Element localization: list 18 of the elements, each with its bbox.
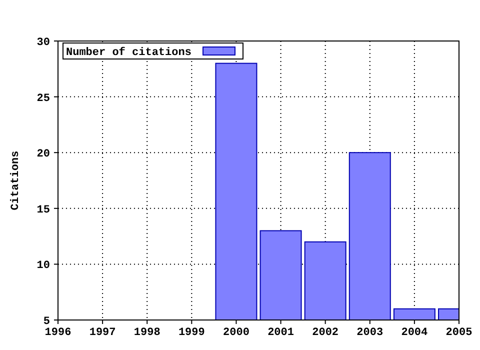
x-tick-label: 1999 xyxy=(178,327,205,339)
x-tick-label: 2004 xyxy=(401,327,428,339)
x-tick-label: 1997 xyxy=(89,327,116,339)
x-tick-label: 2003 xyxy=(356,327,384,339)
x-tick-label: 2002 xyxy=(312,327,339,339)
x-tick-label: 1996 xyxy=(44,327,72,339)
x-tick-label: 2000 xyxy=(223,327,250,339)
legend-label: Number of citations xyxy=(66,46,192,59)
x-tick-label: 2001 xyxy=(268,327,294,339)
y-tick-label: 10 xyxy=(36,260,50,272)
y-axis-title: Citations xyxy=(10,150,22,210)
y-tick-label: 15 xyxy=(36,204,50,216)
y-tick-label: 20 xyxy=(36,148,50,161)
x-tick-label: 2005 xyxy=(446,327,473,339)
y-tick-label: 25 xyxy=(36,92,50,105)
y-tick-label: 5 xyxy=(43,316,50,328)
x-tick-label: 1998 xyxy=(134,327,161,339)
y-tick-label: 30 xyxy=(36,37,50,49)
